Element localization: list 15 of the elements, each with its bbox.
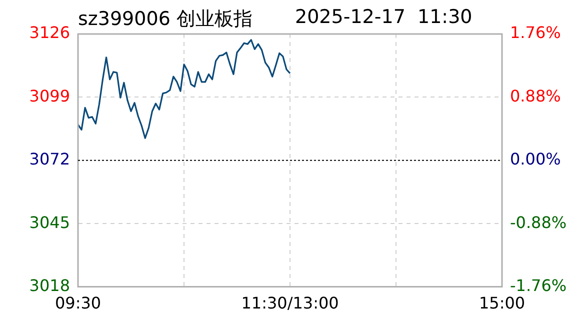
y2-tick-label: 0.88% xyxy=(510,86,561,106)
y-tick-label: 3045 xyxy=(29,212,70,232)
y-tick-label: 3099 xyxy=(29,86,70,106)
y2-tick-label: -1.76% xyxy=(510,276,567,295)
x-tick-label: 11:30/13:00 xyxy=(241,294,339,313)
chart-subtitle: 2025-12-17 11:30 xyxy=(295,6,472,28)
y2-tick-label: 0.00% xyxy=(510,150,561,169)
y-tick-label: 3018 xyxy=(29,276,70,295)
chart-title: sz399006 创业板指 xyxy=(78,7,252,32)
y-tick-label: 3126 xyxy=(29,23,70,42)
x-tick-label: 09:30 xyxy=(54,294,102,313)
x-tick-label: 15:00 xyxy=(478,294,526,313)
y2-tick-label: 1.76% xyxy=(510,23,561,42)
y-tick-label: 3072 xyxy=(29,150,70,169)
y2-tick-label: -0.88% xyxy=(510,212,567,232)
